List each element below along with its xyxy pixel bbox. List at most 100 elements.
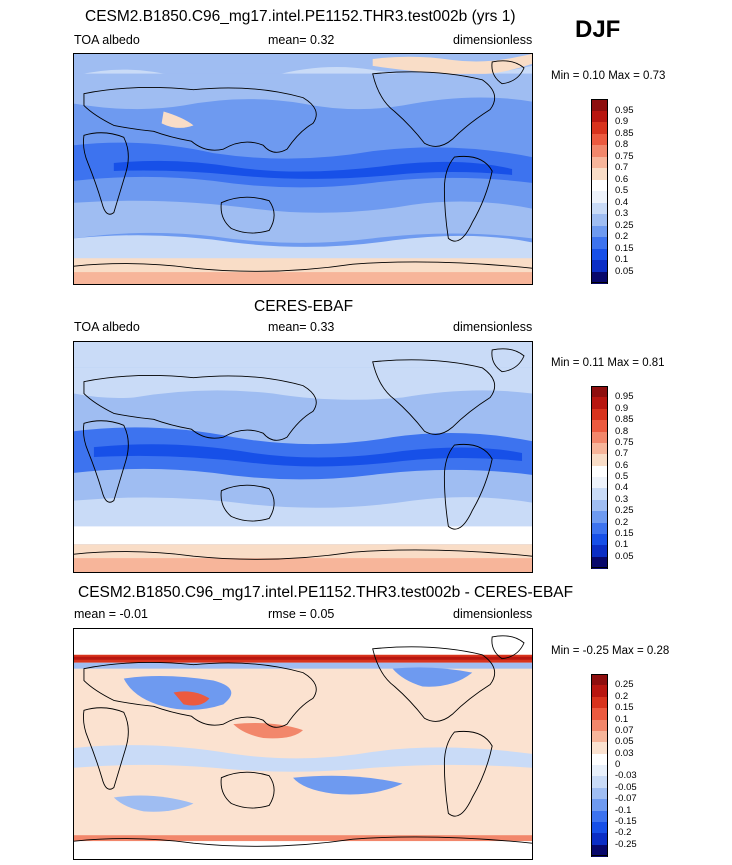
colorbar-level-label: 0.4	[615, 482, 629, 494]
colorbar-level-label: 0.8	[615, 425, 629, 437]
panel1-title: CESM2.B1850.C96_mg17.intel.PE1152.THR3.t…	[85, 8, 516, 25]
colorbar-level-label: 0.03	[615, 747, 634, 759]
coast-greenland	[491, 60, 525, 85]
south-indian-negative	[113, 795, 194, 812]
coast-australia	[220, 196, 275, 234]
colorbar-swatch	[591, 465, 608, 478]
colorbar-swatch	[591, 133, 608, 146]
south-pacific-negative	[293, 775, 403, 795]
colorbar-level-label: 0.95	[615, 391, 634, 403]
colorbar-level-label: 0.25	[615, 679, 634, 691]
coastlines	[74, 60, 532, 272]
colorbar-swatch	[591, 397, 608, 410]
colorbar-level-label: 0.6	[615, 459, 629, 471]
asia-positive	[173, 691, 210, 706]
colorbar-level-label: 0.05	[615, 550, 634, 562]
north-america-negative	[392, 667, 473, 687]
colorbar-level-label: 0.5	[615, 185, 629, 196]
colorbar-level-label: 0.1	[615, 539, 629, 551]
panel2-title: CERES-EBAF	[254, 298, 354, 315]
north-lat-band	[74, 73, 532, 110]
coast-antarctica	[74, 836, 532, 847]
colorbar-swatch	[591, 765, 608, 777]
colorbar-level-label: 0.1	[615, 713, 629, 725]
southern-ocean	[74, 526, 532, 545]
north-lat-band	[74, 367, 532, 400]
colorbar-swatch	[591, 386, 608, 398]
colorbar-level-label: 0	[615, 759, 621, 770]
panel3-map	[73, 628, 533, 860]
panel3-colorbar: 0.25 0.2 0.15 0.1 0.07 0.05 0.03 0 -0.03 -0.05 -0.…	[591, 674, 651, 857]
panel3-minmax: Min = -0.25 Max = 0.28	[551, 645, 670, 657]
coast-australia	[220, 771, 275, 809]
colorbar-swatch	[591, 742, 608, 755]
panel3-rmse-label: rmse = 0.05	[268, 607, 335, 621]
colorbar-swatch	[591, 833, 608, 846]
coast-north-america	[372, 646, 496, 722]
colorbar-swatch	[591, 787, 608, 800]
colorbar-level-label: -0.15	[615, 815, 637, 827]
colorbar-swatch	[591, 202, 608, 215]
colorbar-level-label: 0.7	[615, 162, 629, 173]
colorbar-level-label: 0.8	[615, 139, 629, 150]
arctic-band	[74, 342, 532, 368]
coastlines	[74, 348, 532, 560]
colorbar-level-label: 0.07	[615, 724, 634, 736]
colorbar-swatch	[591, 674, 608, 686]
asia-plateau	[161, 111, 194, 128]
southern-ocean	[74, 235, 532, 265]
panel2-units-label: dimensionless	[453, 320, 533, 334]
colorbar-level-label: 0.75	[615, 436, 634, 448]
colorbar-level-label: 0.9	[615, 402, 629, 414]
colorbar-swatch	[591, 556, 608, 569]
colorbar-swatch	[591, 753, 608, 766]
itcz-core	[93, 444, 523, 467]
panel3-map-svg	[74, 629, 532, 859]
coast-eurasia	[83, 87, 317, 153]
colorbar-swatch	[591, 248, 608, 261]
panel1-mean-label: mean= 0.32	[268, 33, 335, 47]
coast-eurasia	[83, 375, 317, 441]
coast-north-america	[372, 359, 496, 435]
colorbar-swatch	[591, 708, 608, 720]
colorbar-level-label: 0.2	[615, 516, 629, 528]
season-label: DJF	[575, 16, 621, 43]
colorbar-level-label: 0.9	[615, 116, 629, 127]
colorbar-swatch	[591, 260, 608, 272]
itcz-band	[74, 427, 532, 480]
colorbar-level-label: 0.25	[615, 505, 634, 517]
colorbar-swatch	[591, 191, 608, 203]
panel2-map-svg	[74, 342, 532, 572]
colorbar-swatch	[591, 499, 608, 512]
coast-africa	[83, 132, 129, 215]
colorbar-level-label: 0.5	[615, 471, 629, 482]
colorbar-swatch	[591, 179, 608, 192]
colorbar-level-label: 0.3	[615, 208, 629, 219]
colorbar-swatch	[591, 156, 608, 169]
colorbar-level-label: 0.85	[615, 414, 634, 426]
colorbar-swatch	[591, 214, 608, 226]
colorbar-level-label: -0.2	[615, 827, 632, 839]
colorbar-swatch	[591, 408, 608, 421]
panel1-units-label: dimensionless	[453, 33, 533, 47]
colorbar-swatch	[591, 776, 608, 789]
colorbar-level-label: 0.15	[615, 527, 634, 539]
colorbar-swatch	[591, 271, 608, 284]
colorbar-level-label: 0.75	[615, 150, 634, 162]
west-pacific-positive	[233, 723, 303, 739]
coast-south-america	[443, 444, 493, 530]
colorbar-swatch	[591, 810, 608, 823]
coast-australia	[220, 484, 275, 522]
itcz-band	[74, 142, 532, 188]
colorbar-level-label: 0.85	[615, 127, 634, 139]
coast-eurasia	[83, 662, 317, 728]
colorbar-level-label: 0.7	[615, 448, 629, 460]
colorbar-level-label: 0.2	[615, 690, 629, 702]
colorbar-level-label: 0.15	[615, 242, 634, 254]
colorbar-swatch	[591, 99, 608, 111]
colorbar-swatch	[591, 545, 608, 558]
colorbar-level-label: 0.2	[615, 231, 629, 242]
colorbar-swatch	[591, 522, 608, 535]
colorbar-swatch	[591, 237, 608, 249]
colorbar-level-label: -0.07	[615, 793, 637, 805]
